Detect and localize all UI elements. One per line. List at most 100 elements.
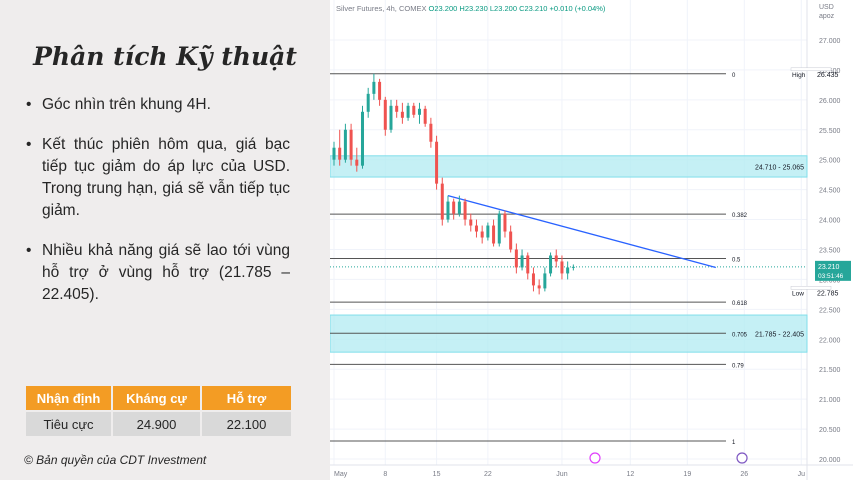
y-tick-label: 21.000 [819,397,841,404]
candle-body [554,255,558,262]
last-price-value: 23.210 [818,264,840,271]
x-tick-label: 26 [740,471,748,478]
high-value: 26.435 [817,72,839,79]
y-tick-label: 26.500 [819,68,841,75]
y-tick-label: 27.000 [819,38,841,45]
bullet-list: Góc nhìn trên khung 4H. Kết thúc phiên h… [26,94,290,324]
candle-body [338,147,342,160]
summary-row: Tiêu cực 24.900 22.100 [26,410,291,436]
x-tick-label: 15 [433,471,441,478]
bullet-item: Góc nhìn trên khung 4H. [26,94,290,116]
candle-body [429,123,433,142]
fib-level-label: 1 [732,440,736,446]
x-tick-label: 22 [484,471,492,478]
last-price-badge [815,260,851,281]
x-tick-label: 12 [626,471,634,478]
bar-countdown: 03:51:46 [818,273,844,280]
candle-body [389,105,393,130]
chart-legend: Silver Futures, 4h, COMEX O23.200 H23.23… [336,4,605,13]
candle-body [406,105,410,118]
low-marker [790,286,832,290]
candle-body [503,213,507,232]
support-value: 22.100 [202,410,291,436]
candle-body [520,255,524,268]
candle-body [435,141,439,184]
y-tick-label: 25.500 [819,128,841,135]
y-tick-label: 21.500 [819,367,841,374]
candle-body [452,201,456,214]
y-tick-label: 23.000 [819,277,841,284]
support-resistance-zone [330,155,808,178]
y-tick-label: 23.500 [819,247,841,254]
candle-body [469,219,473,226]
y-tick-label: 22.500 [819,307,841,314]
y-tick-label: 20.000 [819,457,841,464]
candle-body [514,249,518,268]
candle-body [446,201,450,220]
candle-body [531,273,535,286]
dividend-event-icon [589,452,601,464]
header-assessment: Nhận định [26,386,111,410]
candle-body [571,266,575,268]
candle-body [492,225,496,244]
y-tick-label: 24.500 [819,188,841,195]
currency-unit: apoz [819,13,835,20]
chart-canvas[interactable]: 24.710 - 25.065 21.785 - 22.405 0 0.382 0.5 0… [330,0,853,480]
fib-level-label: 0.705 [732,332,748,338]
zone-label: 24.710 - 25.065 [755,164,804,171]
x-tick-label: Ju [798,471,806,478]
fib-level-label: 0.618 [732,301,748,307]
candle-body [412,105,416,115]
candle-body [349,129,353,160]
candle-body [440,183,444,220]
ohlc-open: O23.200 [428,4,458,13]
analysis-panel: Phân tích Kỹ thuật Góc nhìn trên khung 4… [0,0,330,480]
candle-body [372,81,376,94]
trend-line [447,194,716,269]
header-support: Hỗ trợ [202,386,291,410]
x-tick-label: 8 [383,471,387,478]
high-marker [790,67,832,72]
candle-body [566,267,570,274]
candle-body [423,108,427,124]
candle-body [549,255,553,274]
candle-body [395,105,399,112]
y-tick-label: 24.000 [819,218,841,225]
fib-level-label: 0 [732,73,736,79]
candle-body [537,285,541,289]
candle-body [526,255,530,274]
x-tick-label: Jun [556,471,567,478]
candle-body [560,261,564,274]
candle-body [486,225,490,238]
y-tick-label: 20.500 [819,427,841,434]
ohlc-high: H23.230 [459,4,488,13]
candle-body [355,159,359,166]
candle-body [457,201,461,214]
bullet-item: Kết thúc phiên hôm qua, giá bạc tiếp tục… [26,134,290,222]
fib-level-label: 0.5 [732,257,741,263]
price-chart[interactable]: 24.710 - 25.065 21.785 - 22.405 0 0.382 0.5 0… [330,0,853,480]
resistance-value: 24.900 [113,410,200,436]
future-event-icon [736,452,748,464]
candle-body [378,81,382,100]
candle-body [360,111,364,166]
low-value: 22.785 [817,290,839,297]
assessment-value: Tiêu cực [26,410,111,436]
summary-header-row: Nhận định Kháng cự Hỗ trợ [26,386,291,410]
candle-body [543,273,547,289]
copyright-note: © Bản quyền của CDT Investment [24,453,207,467]
summary-table: Nhận định Kháng cự Hỗ trợ Tiêu cực 24.90… [24,386,293,436]
currency-code: USD [819,4,834,11]
candle-body [383,99,387,130]
zone-label: 21.785 - 22.405 [755,332,804,339]
candle-body [463,201,467,220]
currency-label: USD apoz [819,3,834,21]
y-tick-label: 25.000 [819,158,841,165]
ohlc-close: C23.210 [519,4,548,13]
y-tick-label: 26.000 [819,98,841,105]
ohlc-low: L23.200 [489,4,517,13]
candle-body [497,213,501,244]
candle-body [343,129,347,160]
symbol-label: Silver Futures, 4h, COMEX [336,4,427,13]
candle-body [366,93,370,112]
